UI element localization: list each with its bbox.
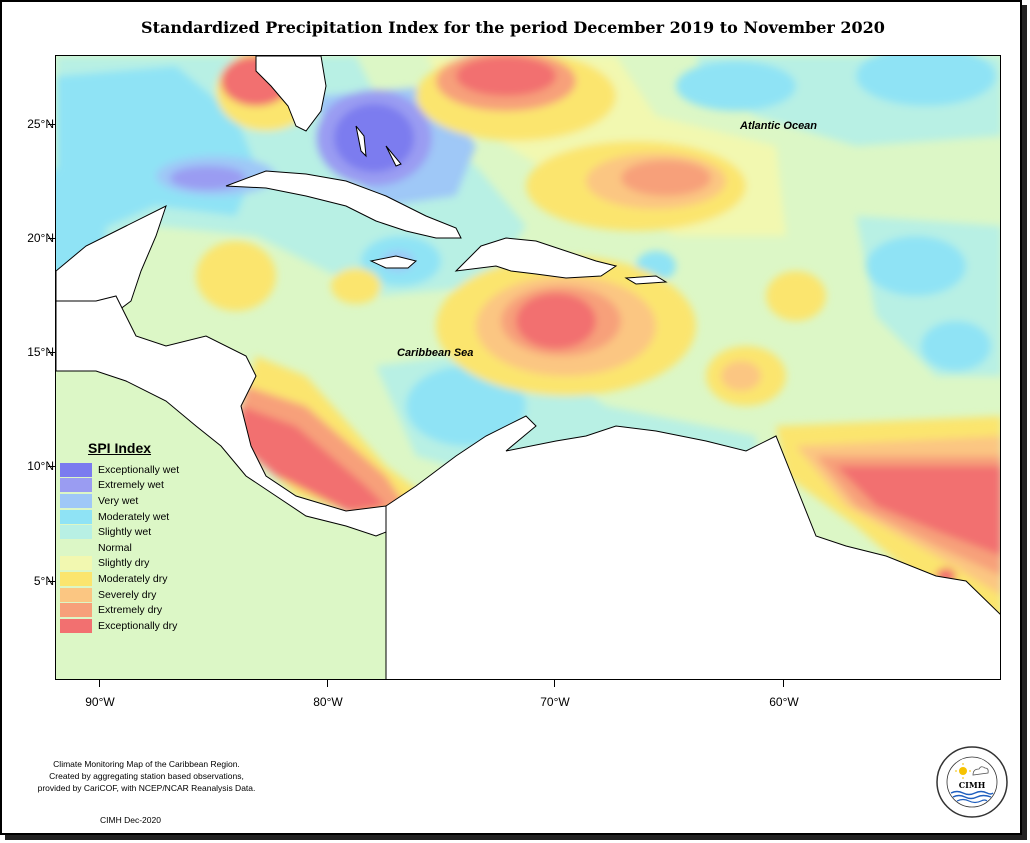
legend-label: Extremely wet (98, 479, 164, 492)
legend-label: Slightly dry (98, 557, 150, 570)
legend-title: SPI Index (88, 440, 152, 456)
legend-swatch (60, 493, 92, 508)
legend-item: Slightly wet (60, 524, 230, 540)
y-tick-label: 15°N (27, 345, 54, 359)
map-title: Standardized Precipitation Index for the… (141, 18, 885, 37)
x-tick-label: 90°W (85, 695, 115, 709)
credit-text: Climate Monitoring Map of the Caribbean … (24, 758, 269, 794)
x-tick-label: 60°W (769, 695, 799, 709)
legend-swatch (60, 540, 92, 555)
legend-item: Extremely wet (60, 478, 230, 494)
y-tick (48, 124, 55, 125)
legend-label: Moderately wet (98, 510, 170, 523)
x-tick-label: 70°W (540, 695, 570, 709)
land-masses (56, 56, 1000, 679)
legend-item: Severely dry (60, 587, 230, 603)
spi-map (56, 56, 1000, 679)
central-america (56, 295, 402, 537)
legend-label: Moderately dry (98, 572, 168, 585)
legend-item: Slightly dry (60, 556, 230, 572)
legend-swatch (60, 571, 92, 586)
legend-swatch (60, 618, 92, 633)
y-tick-label: 5°N (33, 574, 54, 588)
legend-swatch (60, 478, 92, 493)
credit-line: provided by CariCOF, with NCEP/NCAR Rean… (37, 783, 256, 793)
legend-label: Extremely dry (98, 604, 163, 617)
legend-item: Exceptionally dry (60, 618, 230, 634)
spi-legend: SPI Index Exceptionally wet Extremely wet… (60, 440, 230, 634)
legend-swatch (60, 462, 92, 477)
cimh-logo: CIMH (935, 745, 1009, 819)
x-tick-label: 80°W (313, 695, 343, 709)
legend-swatch (60, 603, 92, 618)
caribbean-sea-label: Caribbean Sea (397, 347, 474, 359)
logo-text: CIMH (959, 780, 986, 790)
legend-item: Moderately dry (60, 571, 230, 587)
x-tick (99, 680, 100, 687)
legend-item: Normal (60, 540, 230, 556)
legend-label: Normal (98, 541, 132, 554)
x-tick (327, 680, 328, 687)
legend-item: Very wet (60, 493, 230, 509)
hispaniola (454, 237, 618, 279)
legend-swatch (60, 525, 92, 540)
legend-item: Extremely dry (60, 602, 230, 618)
y-tick-label: 25°N (27, 117, 54, 131)
legend-label: Very wet (98, 494, 139, 507)
cimh-logo-icon: CIMH (936, 746, 1008, 818)
legend-swatch (60, 509, 92, 524)
cuba (225, 170, 462, 239)
jamaica (369, 255, 418, 269)
map-area (55, 55, 1001, 680)
y-tick (48, 466, 55, 467)
credit-line: Created by aggregating station based obs… (49, 771, 244, 781)
credit-date: CIMH Dec-2020 (100, 815, 161, 825)
south-america (385, 415, 1000, 679)
legend-label: Exceptionally dry (98, 619, 178, 632)
x-tick (554, 680, 555, 687)
y-tick (48, 581, 55, 582)
puerto-rico (624, 275, 668, 285)
x-tick (783, 680, 784, 687)
atlantic-ocean-label: Atlantic Ocean (740, 120, 818, 132)
legend-item: Moderately wet (60, 509, 230, 525)
legend-swatch (60, 587, 92, 602)
bahamas (355, 125, 367, 158)
y-tick (48, 238, 55, 239)
legend-rows: Exceptionally wet Extremely wet Very wet Mo… (60, 462, 230, 634)
florida (255, 56, 327, 132)
legend-label: Severely dry (98, 588, 157, 601)
y-tick-label: 10°N (27, 459, 54, 473)
legend-swatch (60, 556, 92, 571)
credit-line: Climate Monitoring Map of the Caribbean … (53, 759, 240, 769)
y-tick-label: 20°N (27, 231, 54, 245)
y-tick (48, 352, 55, 353)
legend-item: Exceptionally wet (60, 462, 230, 478)
legend-label: Slightly wet (98, 526, 152, 539)
legend-label: Exceptionally wet (98, 463, 180, 476)
